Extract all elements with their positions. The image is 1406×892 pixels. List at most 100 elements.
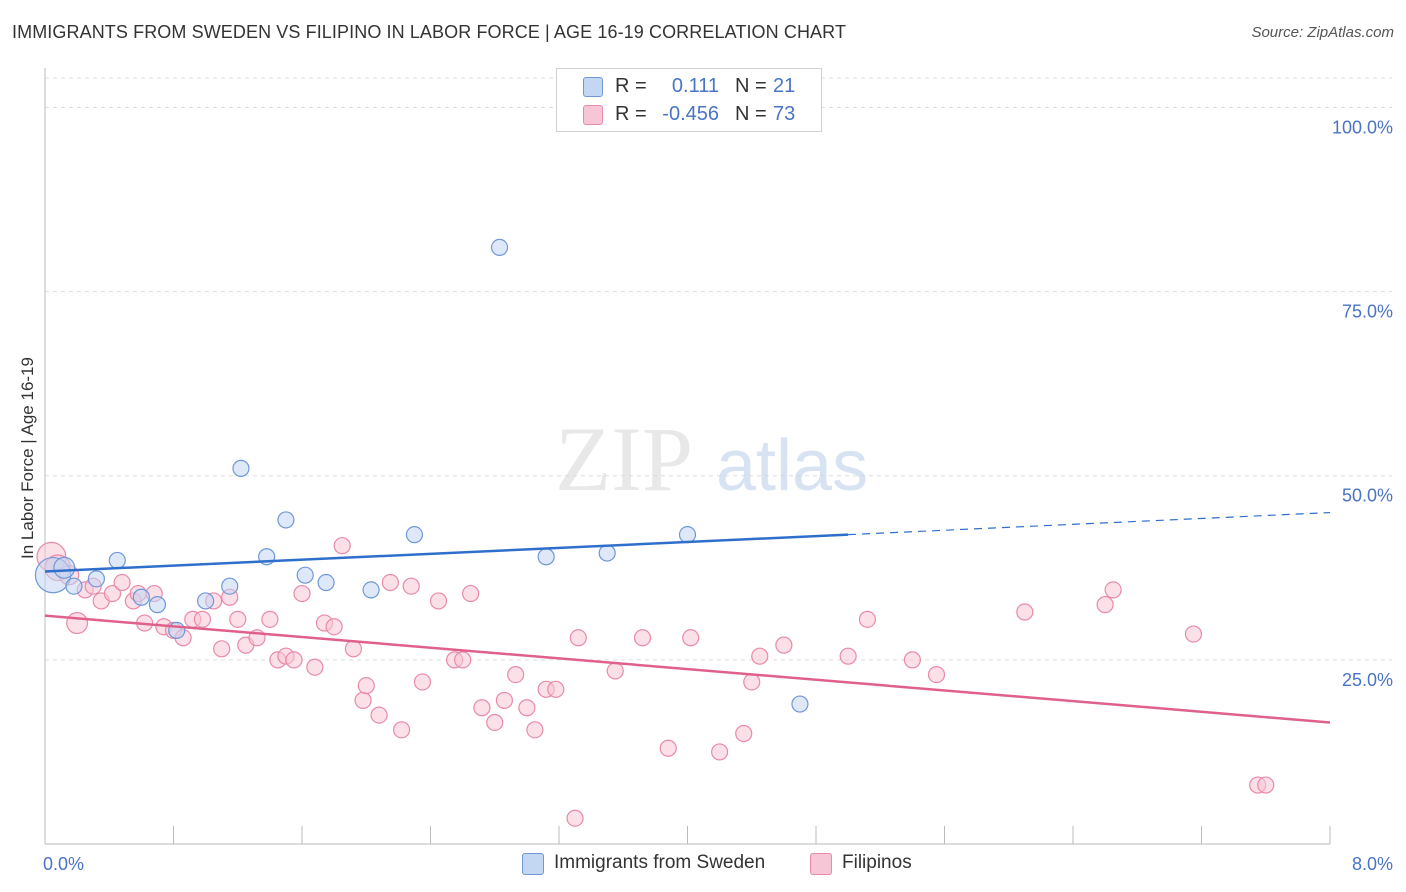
filipino-point [261, 610, 279, 628]
sweden-point [232, 459, 250, 477]
n-label: N = [735, 75, 767, 97]
filipino-point [333, 537, 351, 555]
legend-row-sweden: R = 0.111 N = 21 [557, 73, 821, 101]
filipino-point [325, 618, 343, 636]
filipino-point [193, 610, 212, 628]
sweden-legend-swatch [522, 853, 544, 875]
filipino-point [547, 680, 565, 698]
n-value: 21 [773, 75, 796, 97]
filipino-point [429, 592, 448, 610]
filipino-point [566, 809, 584, 827]
y-tick-label: 50.0% [1342, 486, 1393, 506]
filipino-point [113, 573, 131, 592]
sweden-point [791, 695, 809, 713]
filipino-point [839, 647, 857, 665]
filipino-point [858, 610, 877, 628]
y-axis-label: In Labor Force | Age 16-19 [18, 357, 37, 559]
filipino-point [751, 647, 769, 665]
filipino-point [775, 636, 793, 654]
trend-layer [44, 511, 1331, 724]
points-layer [34, 238, 1275, 827]
filipino-point [103, 584, 122, 603]
x-tick-label: 0.0% [43, 854, 84, 874]
filipino-trend-line [44, 614, 1331, 724]
filipino-point [606, 662, 624, 680]
filipino-point [402, 577, 420, 595]
filipinos-legend-label: Filipinos [842, 852, 912, 873]
filipino-point [381, 573, 399, 592]
watermark-zip: ZIP [555, 408, 693, 510]
sweden-point [65, 577, 83, 595]
filipino-point [526, 721, 544, 739]
r-value: -0.456 [662, 103, 719, 125]
filipino-point [454, 651, 472, 669]
filipino-point [659, 739, 677, 757]
filipino-point [392, 721, 411, 739]
filipinos-swatch [583, 105, 603, 125]
filipino-point [1104, 581, 1122, 599]
sweden-point [87, 570, 106, 588]
filipino-point [569, 629, 587, 647]
r-value: 0.111 [671, 75, 719, 97]
filipino-point [66, 612, 89, 635]
filipino-point [1016, 603, 1034, 621]
filipino-point [743, 673, 761, 691]
r-label: R = [615, 103, 647, 125]
filipinos-legend-swatch [810, 853, 832, 875]
filipino-point [213, 640, 231, 658]
sweden-legend-label: Immigrants from Sweden [554, 852, 766, 873]
sweden-point [362, 581, 380, 599]
filipino-point [473, 699, 491, 717]
sweden-point [197, 592, 215, 610]
filipino-point [413, 673, 432, 691]
r-label: R = [615, 75, 647, 97]
filipino-point [285, 651, 303, 669]
filipino-point [229, 610, 247, 628]
sweden-point [168, 621, 186, 640]
filipino-point [507, 665, 525, 684]
sweden-point [108, 551, 126, 570]
stats-legend: R = 0.111 N = 21 R = -0.456 N = 73 [556, 68, 822, 132]
sweden-point [277, 511, 295, 529]
filipino-point [633, 629, 652, 647]
sweden-point [221, 577, 239, 595]
sweden-point [53, 556, 76, 579]
sweden-point [405, 526, 424, 544]
x-tick-label: 8.0% [1352, 854, 1393, 874]
filipino-point [903, 651, 921, 669]
filipino-point [682, 629, 700, 647]
filipino-point [306, 658, 324, 676]
source-label: Source: ZipAtlas.com [1251, 24, 1394, 41]
n-value: 73 [773, 103, 796, 125]
sweden-point [678, 526, 697, 544]
sweden-swatch [583, 77, 603, 97]
filipino-point [1257, 776, 1275, 794]
filipino-point [462, 584, 480, 603]
sweden-point [490, 238, 509, 257]
filipino-point [370, 706, 388, 724]
filipino-point [1096, 596, 1114, 614]
filipino-point [357, 677, 375, 695]
chart-title: IMMIGRANTS FROM SWEDEN VS FILIPINO IN LA… [12, 22, 847, 42]
filipino-point [495, 691, 513, 709]
filipino-point [293, 584, 311, 603]
axes-layer: 25.0% 50.0% 75.0% 100.0% 0.0% 8.0% [43, 68, 1393, 874]
watermark: ZIP atlas [555, 408, 868, 510]
sweden-point [537, 548, 555, 566]
sweden-point [296, 566, 314, 584]
sweden-point [317, 573, 335, 592]
filipino-point [344, 640, 362, 658]
sweden-point [148, 596, 167, 614]
sweden-point [132, 588, 150, 606]
filipino-point [1184, 625, 1203, 643]
filipino-point [927, 665, 946, 684]
y-tick-label: 25.0% [1342, 670, 1393, 690]
y-tick-label: 100.0% [1332, 117, 1393, 137]
watermark-atlas: atlas [716, 426, 868, 506]
grid-layer [45, 77, 1392, 661]
filipino-point [518, 699, 536, 717]
filipino-point [486, 713, 504, 732]
sweden-trend-extension [848, 511, 1331, 536]
filipino-point [735, 724, 753, 743]
